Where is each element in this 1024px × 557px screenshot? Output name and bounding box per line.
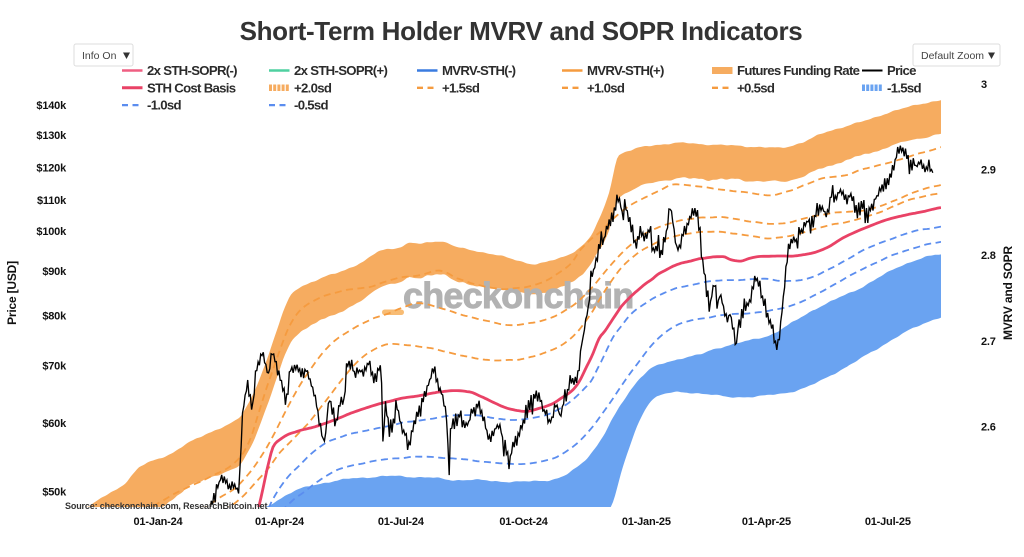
svg-text:01-Oct-24: 01-Oct-24 [499,516,548,528]
svg-text:2.7: 2.7 [981,336,996,348]
svg-text:Price: Price [887,63,916,78]
svg-text:-0.5sd: -0.5sd [294,98,329,113]
svg-text:2.9: 2.9 [981,165,996,177]
svg-text:$140k: $140k [36,100,67,112]
svg-text:STH Cost Basis: STH Cost Basis [147,80,236,95]
svg-text:$90k: $90k [42,266,67,278]
svg-text:2.6: 2.6 [981,422,996,434]
svg-text:Info On: Info On [82,50,117,62]
svg-text:$60k: $60k [42,418,67,430]
svg-text:01-Jan-24: 01-Jan-24 [134,516,184,528]
svg-text:MVRV-STH(-): MVRV-STH(-) [442,63,516,78]
svg-text:+1.5sd: +1.5sd [442,80,480,95]
svg-text:+2.0sd: +2.0sd [294,80,332,95]
svg-text:Default Zoom: Default Zoom [921,50,984,62]
svg-text:$130k: $130k [36,130,67,142]
svg-text:checkonchain: checkonchain [403,275,633,316]
svg-text:-1.0sd: -1.0sd [147,98,182,113]
svg-text:+0.5sd: +0.5sd [737,80,775,95]
svg-text:2x STH-SOPR(+): 2x STH-SOPR(+) [294,63,387,78]
svg-text:$80k: $80k [42,310,67,322]
svg-text:01-Jul-24: 01-Jul-24 [378,516,425,528]
svg-text:MVRV-STH(+): MVRV-STH(+) [587,63,664,78]
svg-text:Source: checkonchain.com, Rese: Source: checkonchain.com, ResearchBitcoi… [65,501,267,511]
svg-text:$50k: $50k [42,487,67,499]
svg-text:01-Jan-25: 01-Jan-25 [622,516,671,528]
svg-text:Futures Funding Rate: Futures Funding Rate [737,63,860,78]
svg-text:$110k: $110k [37,195,67,207]
svg-text:-1.5sd: -1.5sd [887,80,922,95]
svg-text:$120k: $120k [36,162,67,174]
svg-text:+1.0sd: +1.0sd [587,80,625,95]
svg-text:01-Apr-25: 01-Apr-25 [742,516,791,528]
svg-text:MVRV and SOPR: MVRV and SOPR [1001,246,1015,340]
svg-text:2x STH-SOPR(-): 2x STH-SOPR(-) [147,63,237,78]
svg-text:Price [USD]: Price [USD] [5,261,19,325]
svg-text:$100k: $100k [36,226,67,238]
svg-text:2.8: 2.8 [981,250,996,262]
svg-text:01-Apr-24: 01-Apr-24 [255,516,305,528]
svg-text:Short-Term Holder MVRV and SOP: Short-Term Holder MVRV and SOPR Indicato… [240,16,803,46]
svg-text:3: 3 [981,79,987,91]
svg-text:01-Jul-25: 01-Jul-25 [865,516,911,528]
svg-text:$70k: $70k [42,361,67,373]
